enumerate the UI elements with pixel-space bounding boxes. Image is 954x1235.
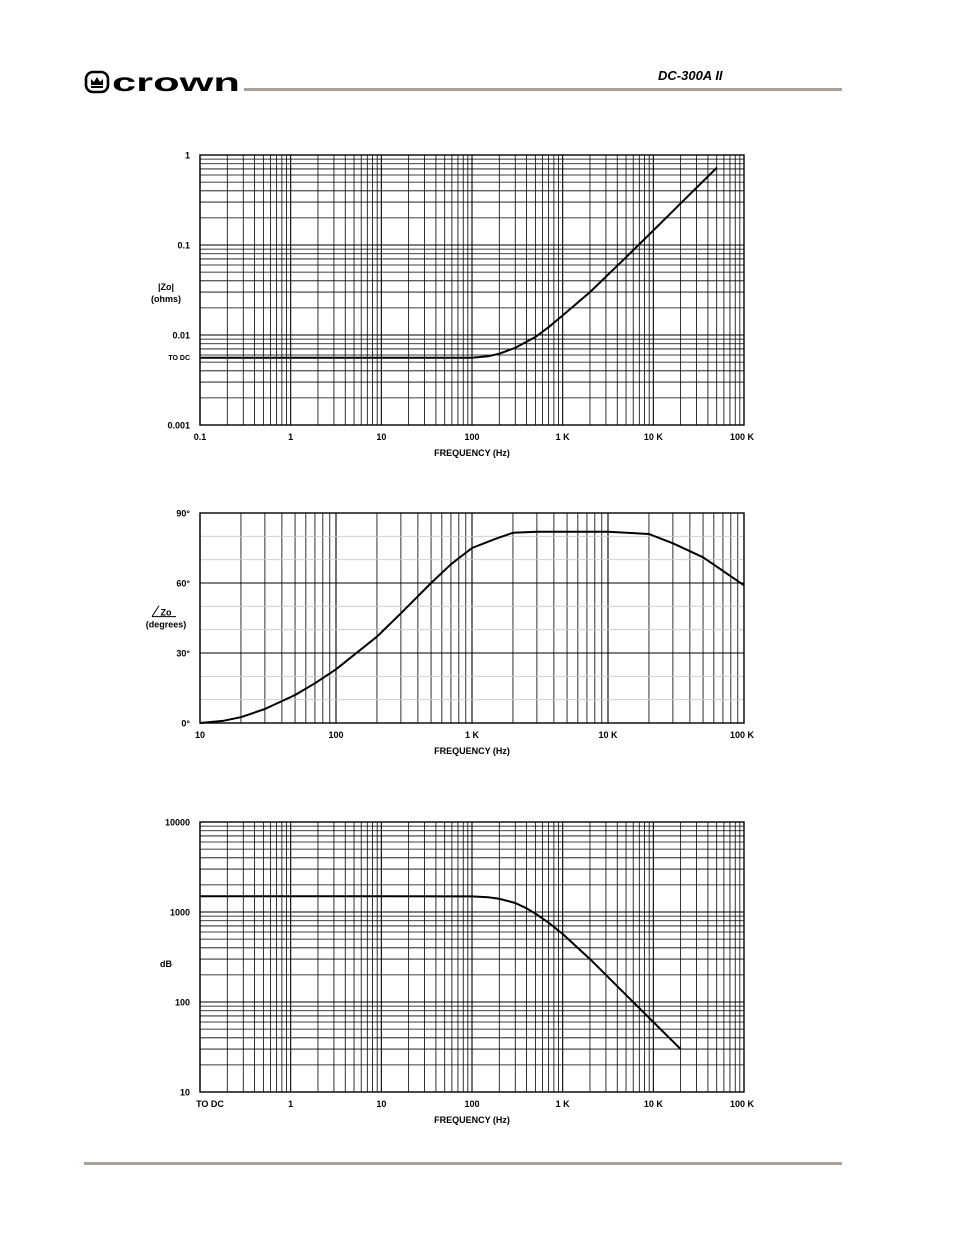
y-tick-label-to-dc: TO DC (168, 355, 190, 362)
plot-frame (199, 154, 745, 426)
y-axis-label: Zo (161, 608, 172, 618)
y-tick-label: 1000 (170, 908, 190, 918)
y-tick-label: 0.001 (167, 421, 190, 431)
x-axis-label: FREQUENCY (Hz) (434, 448, 510, 458)
y-tick-label: 60° (176, 579, 190, 589)
grid-lines (199, 512, 744, 724)
y-tick-label: 90° (176, 509, 190, 519)
x-tick-label: 100 K (730, 730, 755, 740)
x-tick-label: 1 (288, 1099, 293, 1109)
y-axis-label: (degrees) (146, 620, 187, 630)
damping-factor-chart: TO DC 1 10 100 1 K 10 K 100 K 10 100 1000 10000 FRE… (160, 818, 755, 1126)
x-tick-label: 1 K (556, 432, 571, 442)
x-tick-label: TO DC (196, 1099, 224, 1109)
y-tick-label: 10000 (165, 818, 190, 828)
header-rule (244, 88, 842, 91)
plot-frame (199, 512, 745, 724)
y-axis-label: (ohms) (151, 294, 181, 304)
crown-icon (84, 70, 110, 94)
y-tick-label: 0° (181, 719, 190, 729)
output-impedance-magnitude-chart: 0.1 1 10 100 1 K 10 K 100 K 0.001 0.01 TO DC 0.1 1 F… (151, 151, 755, 459)
x-tick-label: 100 (464, 1099, 479, 1109)
data-line (199, 530, 745, 724)
x-tick-label: 10 K (598, 730, 618, 740)
x-tick-label: 10 (376, 1099, 386, 1109)
x-tick-label: 1 (288, 432, 293, 442)
x-tick-label: 100 K (730, 1099, 755, 1109)
x-tick-label: 10 K (644, 432, 664, 442)
grid-lines (199, 822, 744, 1093)
y-tick-label: 100 (175, 998, 190, 1008)
x-tick-label: 100 (328, 730, 343, 740)
y-tick-label: 0.1 (177, 241, 190, 251)
x-axis-label: FREQUENCY (Hz) (434, 1115, 510, 1125)
x-tick-label: 10 (376, 432, 386, 442)
logo-wordmark: crown (112, 70, 240, 96)
x-tick-label: 100 K (730, 432, 755, 442)
x-tick-label: 1 K (465, 730, 480, 740)
output-impedance-phase-chart: 10 100 1 K 10 K 100 K 0° 30° 60° 90° FREQUENCY (H… (146, 509, 755, 757)
y-tick-label: 10 (180, 1088, 190, 1098)
y-tick-label: 1 (185, 151, 190, 161)
plot-frame (199, 821, 745, 1093)
angle-icon (151, 605, 176, 618)
y-tick-label: 30° (176, 649, 190, 659)
x-tick-label: 10 (195, 730, 205, 740)
data-line (200, 895, 682, 1050)
x-axis-label: FREQUENCY (Hz) (434, 746, 510, 756)
x-tick-label: 100 (464, 432, 479, 442)
x-tick-label: 0.1 (194, 432, 207, 442)
crown-logo: crown (84, 67, 244, 97)
model-name: DC-300A II (658, 68, 723, 83)
footer-rule (84, 1162, 842, 1165)
x-tick-label: 1 K (556, 1099, 571, 1109)
y-axis-label: dB (160, 959, 172, 969)
x-tick-label: 10 K (644, 1099, 664, 1109)
y-tick-label: 0.01 (172, 331, 190, 341)
grid-lines (199, 155, 744, 426)
data-line (200, 167, 718, 359)
y-axis-label: |Zo| (158, 282, 174, 292)
